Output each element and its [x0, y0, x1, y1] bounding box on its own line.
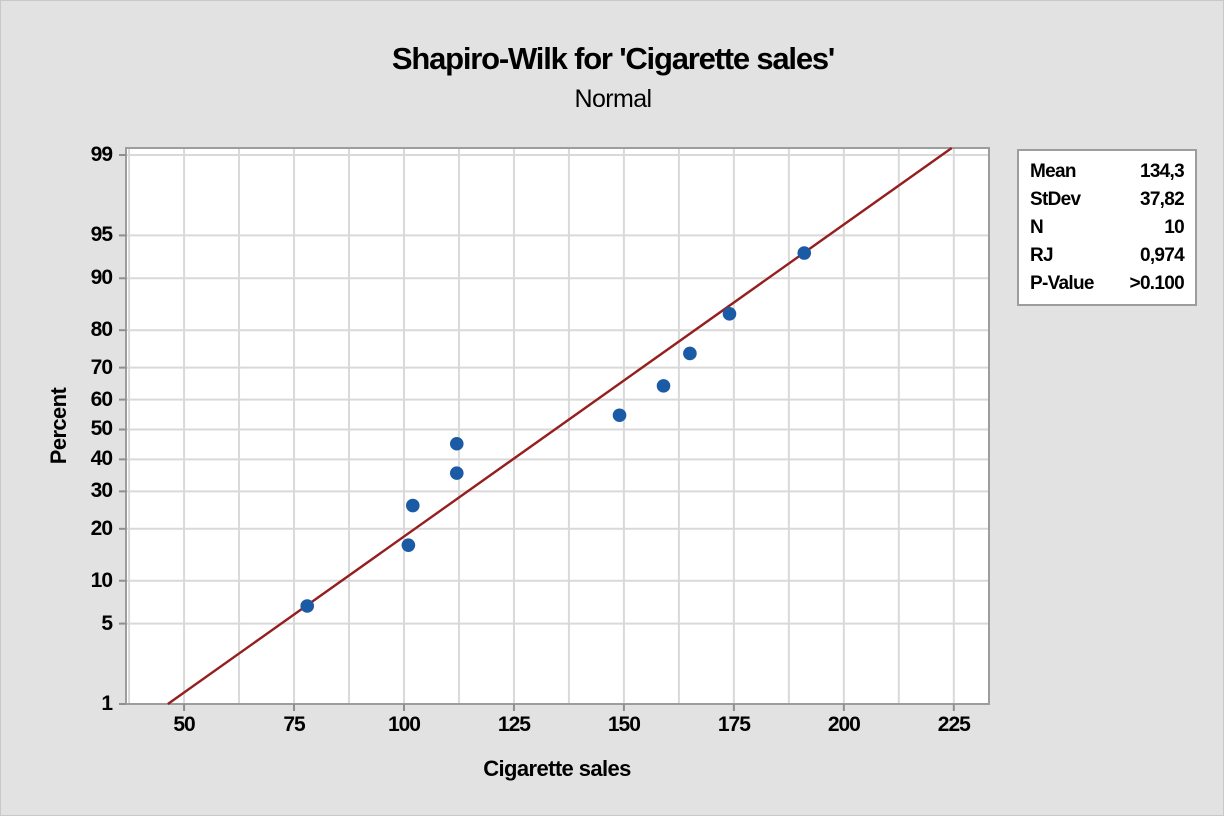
y-tick-label: 90	[90, 266, 113, 290]
data-point	[683, 346, 697, 361]
stats-row: N 10	[1030, 214, 1185, 242]
y-tick-label: 10	[90, 568, 113, 592]
x-tick-label: 100	[387, 713, 421, 736]
stats-row: RJ 0,974	[1030, 242, 1185, 270]
x-tick-label: 125	[497, 713, 531, 736]
y-tick-label: 5	[101, 611, 113, 635]
stat-value: 134,3	[1139, 161, 1185, 182]
data-point	[449, 436, 464, 451]
x-tick-label: 150	[607, 713, 641, 736]
x-tick-label: 50	[173, 713, 195, 736]
stat-label: StDev	[1030, 189, 1081, 210]
y-tick-label: 80	[90, 318, 113, 342]
y-tick-label: 50	[90, 417, 113, 441]
y-tick-label: 70	[90, 355, 113, 379]
stats-row: Mean 134,3	[1030, 158, 1185, 186]
stats-row: P-Value >0.100	[1030, 270, 1185, 298]
y-tick-label: 40	[90, 447, 113, 471]
data-point	[612, 408, 627, 423]
stats-box: Mean 134,3 StDev 37,82 N 10 RJ 0,974 P-V…	[1017, 149, 1197, 306]
chart-title: Shapiro-Wilk for 'Cigarette sales'	[391, 41, 835, 76]
stat-label: N	[1030, 217, 1044, 238]
y-tick-label: 99	[90, 142, 113, 166]
fit-line	[167, 147, 953, 705]
chart-subtitle: Normal	[574, 85, 653, 113]
data-point	[797, 246, 812, 260]
y-tick-label: 60	[90, 387, 113, 411]
data-point	[656, 379, 671, 393]
stats-row: StDev 37,82	[1030, 186, 1185, 214]
stat-value: 10	[1164, 217, 1184, 238]
x-tick-label: 225	[937, 713, 971, 736]
data-point	[722, 307, 737, 321]
data-point	[300, 599, 315, 613]
plot-area	[126, 148, 989, 704]
y-tick-label: 20	[90, 516, 113, 540]
x-axis-label: Cigarette sales	[483, 756, 631, 781]
x-tick-label: 200	[827, 713, 861, 736]
data-point	[401, 538, 416, 552]
data-point	[449, 466, 464, 480]
x-tick-label: 75	[283, 713, 305, 736]
stat-value: >0.100	[1129, 273, 1185, 294]
stat-label: P-Value	[1030, 273, 1094, 294]
y-tick-label: 1	[101, 692, 113, 715]
x-tick-label: 175	[717, 713, 751, 736]
stat-label: Mean	[1030, 161, 1076, 182]
plot-border	[125, 147, 990, 705]
y-tick-label: 95	[90, 223, 113, 247]
stat-value: 37,82	[1139, 189, 1185, 210]
stat-value: 0,974	[1139, 245, 1185, 266]
y-tick-label: 30	[90, 479, 113, 503]
data-point	[405, 498, 420, 513]
stat-label: RJ	[1030, 245, 1054, 266]
